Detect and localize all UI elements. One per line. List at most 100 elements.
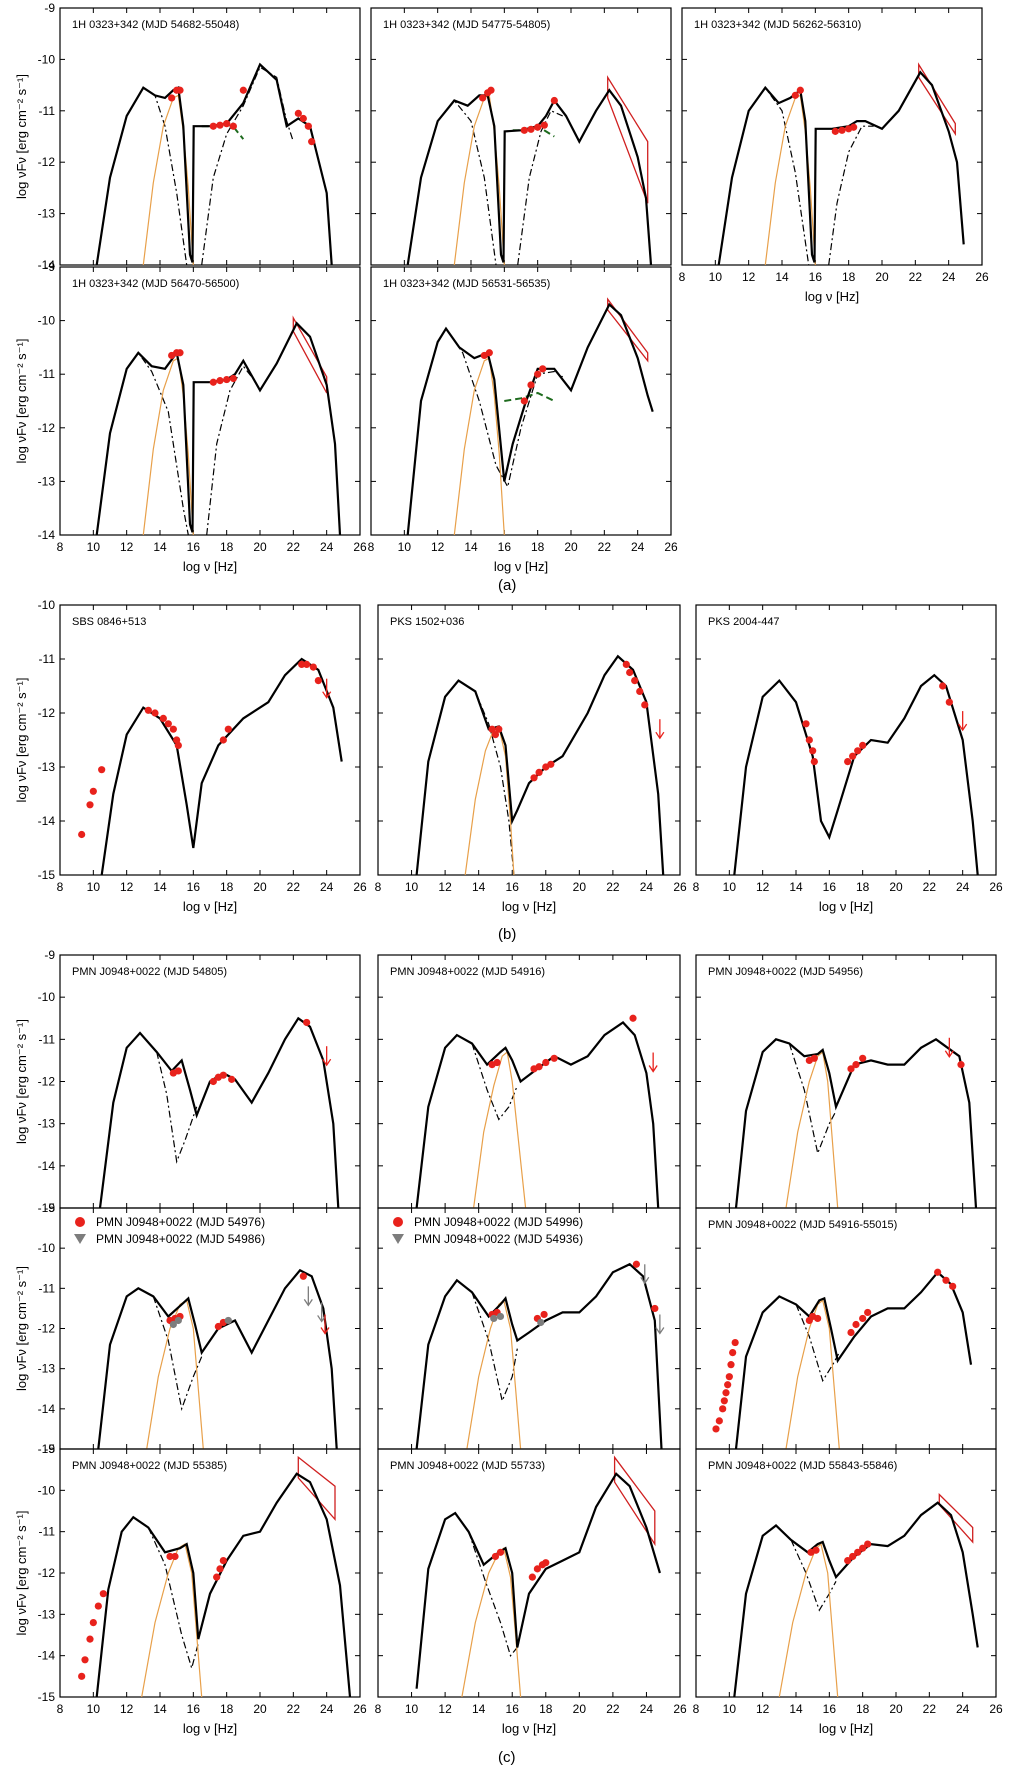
x-tick-label: 10 [87, 1702, 101, 1716]
data-point [957, 1061, 965, 1069]
x-axis-label: log ν [Hz] [819, 1721, 873, 1736]
data-point [542, 1559, 550, 1567]
x-tick-label: 20 [564, 540, 578, 554]
x-tick-label: 10 [709, 270, 723, 284]
panel-title: PMN J0948+0022 (MJD 54916) [390, 966, 545, 978]
data-point [622, 660, 630, 669]
panel-title: 1H 0323+342 (MJD 56531-56535) [383, 278, 550, 290]
y-tick-label: -15 [38, 1201, 56, 1215]
total-model-curve [98, 1016, 340, 1208]
y-tick-label: -14 [38, 258, 56, 272]
x-tick-label: 18 [220, 540, 234, 554]
plot-area [415, 1014, 660, 1208]
x-tick-label: 16 [187, 880, 201, 894]
y-tick-label: -10 [38, 598, 56, 612]
plot-area [733, 1492, 979, 1697]
corona-curve [504, 391, 555, 402]
data-point [535, 768, 543, 777]
panel-title: PMN J0948+0022 (MJD 55843-55846) [708, 1460, 897, 1472]
x-tick-label: 24 [631, 540, 645, 554]
data-point [712, 1425, 720, 1433]
data-point [174, 1316, 182, 1325]
x-tick-label: 12 [742, 270, 756, 284]
plot-area [98, 1016, 340, 1208]
data-point [164, 720, 172, 728]
panel-a5: 8 10 12 14 16 18 20 22 24 26 1H 0323+342 (MJD 5653… [368, 266, 678, 574]
data-point [550, 1054, 558, 1062]
x-tick-label: 26 [975, 270, 989, 284]
plot-frame [377, 604, 681, 876]
panel-c6: PMN J0948+0022 (MJD 54916-55015) [695, 1207, 997, 1450]
x-tick-label: 24 [640, 1702, 654, 1716]
data-point [491, 731, 500, 739]
panel-c1: -15 -14 -13 -12 -11 -10 -9 PMN J0948+0022 (MJD … [14, 948, 361, 1215]
data-point [487, 86, 495, 94]
x-axis-label: log ν [Hz] [805, 289, 859, 304]
x-tick-label: 20 [573, 1702, 587, 1716]
plot-area [97, 1268, 338, 1449]
data-point [294, 109, 302, 117]
data-point [490, 1314, 498, 1323]
y-tick-label: -12 [38, 706, 56, 720]
x-tick-label: 20 [573, 880, 587, 894]
upper-limit-arrow [303, 1299, 313, 1307]
component-curve [468, 1531, 518, 1657]
data-point [168, 94, 176, 102]
data-point [540, 121, 548, 129]
data-point [216, 377, 224, 385]
data-point [314, 677, 322, 685]
x-tick-label: 26 [673, 1702, 687, 1716]
data-point [725, 1373, 733, 1381]
data-point [219, 736, 227, 744]
total-model-curve [733, 673, 979, 875]
y-tick-label: -9 [44, 948, 55, 962]
data-point [219, 1557, 227, 1565]
y-tick-label: -9 [44, 260, 55, 274]
total-model-curve [95, 62, 333, 265]
data-point [86, 1635, 94, 1643]
panel-title: PKS 1502+036 [390, 616, 464, 628]
component-curve [795, 1304, 840, 1383]
plot-area [733, 673, 979, 875]
legend-entry: PMN J0948+0022 (MJD 54976) [96, 1215, 265, 1229]
y-tick-label: -10 [38, 1241, 56, 1255]
data-point [934, 1268, 942, 1276]
data-point [942, 1276, 950, 1284]
x-tick-label: 8 [375, 1702, 382, 1716]
x-tick-label: 26 [353, 540, 367, 554]
data-point [223, 120, 231, 128]
data-point [814, 1314, 822, 1323]
panel-c7: 8 10 12 14 16 18 20 22 24 26 -15 -14 -13 -12 -11 -10 -9 P… [14, 1442, 367, 1736]
data-point [299, 114, 307, 123]
total-model-curve [415, 1262, 663, 1449]
plot-area [78, 657, 343, 875]
disk-curve [785, 1050, 839, 1208]
component-curve [147, 1527, 199, 1671]
data-point [854, 747, 862, 755]
upper-limit-arrow [320, 1327, 330, 1335]
x-tick-label: 14 [789, 880, 803, 894]
x-tick-label: 22 [287, 1702, 301, 1716]
x-tick-label: 24 [640, 880, 654, 894]
data-point [216, 121, 224, 129]
data-point [299, 1272, 307, 1280]
data-point [850, 123, 858, 131]
data-point [309, 663, 317, 671]
x-tick-label: 12 [431, 540, 445, 554]
data-point [169, 725, 177, 733]
data-point [534, 370, 542, 378]
x-tick-label: 22 [287, 540, 301, 554]
data-point [859, 1544, 867, 1552]
x-tick-label: 14 [464, 540, 478, 554]
panel-title: 1H 0323+342 (MJD 54775-54805) [383, 19, 550, 31]
data-point [485, 349, 493, 357]
y-tick-label: -12 [38, 1075, 56, 1089]
data-point [223, 375, 231, 384]
component-curve [828, 125, 874, 265]
x-tick-label: 18 [220, 880, 234, 894]
disk-curve [785, 1299, 840, 1449]
panel-c4: -15 -14 -13 -12 -11 -10 -9 PMN J0948+0022 (MJD … [14, 1201, 361, 1456]
data-point [641, 701, 649, 709]
y-tick-label: -9 [44, 1442, 55, 1456]
data-point [864, 1308, 872, 1317]
